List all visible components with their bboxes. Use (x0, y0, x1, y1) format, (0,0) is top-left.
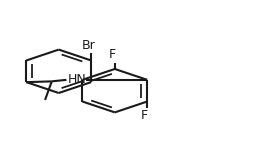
Text: Br: Br (81, 39, 95, 52)
Text: F: F (141, 109, 148, 122)
Text: F: F (109, 48, 116, 61)
Text: HN: HN (68, 73, 87, 86)
